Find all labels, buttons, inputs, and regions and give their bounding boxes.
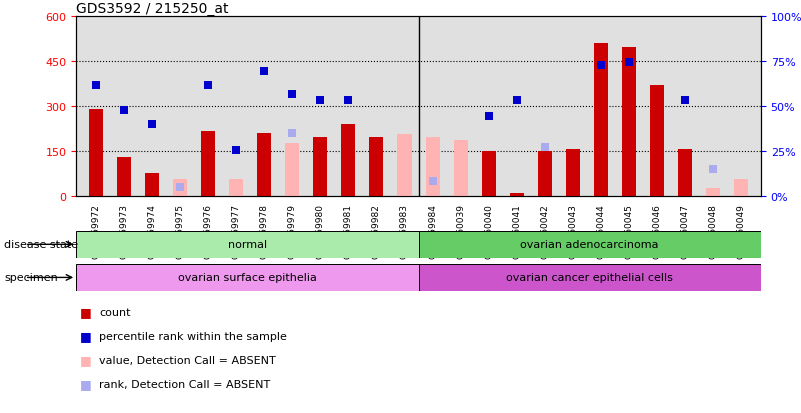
Text: ■: ■ (80, 305, 92, 318)
Text: count: count (99, 307, 131, 317)
Bar (418, 231, 761, 258)
Bar (285, 144, 300, 196)
Bar (425, 157, 440, 196)
Bar (678, 150, 692, 196)
Bar (537, 152, 552, 196)
Text: normal: normal (227, 240, 267, 250)
Bar (173, 180, 187, 196)
Bar (145, 174, 159, 196)
Bar (594, 43, 608, 196)
Bar (650, 85, 664, 196)
Bar (481, 152, 496, 196)
Bar (229, 180, 243, 196)
Bar (117, 157, 131, 196)
Bar (397, 135, 412, 196)
Text: ■: ■ (80, 353, 92, 366)
Text: ovarian surface epithelia: ovarian surface epithelia (178, 273, 316, 283)
Bar (735, 180, 748, 196)
Bar (453, 141, 468, 196)
Bar (706, 193, 720, 196)
Bar (453, 159, 468, 196)
Text: ■: ■ (80, 377, 92, 390)
Bar (173, 193, 187, 196)
Bar (418, 264, 761, 291)
Bar (425, 138, 440, 196)
Text: GDS3592 / 215250_at: GDS3592 / 215250_at (76, 2, 228, 16)
Bar (397, 152, 412, 196)
Text: percentile rank within the sample: percentile rank within the sample (99, 331, 288, 341)
Bar (369, 138, 384, 196)
Text: ■: ■ (80, 329, 92, 342)
Bar (229, 195, 243, 196)
Bar (201, 132, 215, 196)
Text: specimen: specimen (4, 273, 58, 282)
Bar (76, 264, 418, 291)
Bar (89, 109, 103, 196)
Bar (313, 138, 328, 196)
Bar (341, 124, 356, 196)
Bar (76, 231, 418, 258)
Bar (257, 133, 272, 196)
Bar (566, 150, 580, 196)
Text: ovarian adenocarcinoma: ovarian adenocarcinoma (521, 240, 659, 250)
Text: value, Detection Call = ABSENT: value, Detection Call = ABSENT (99, 355, 276, 365)
Bar (509, 193, 524, 196)
Text: ovarian cancer epithelial cells: ovarian cancer epithelial cells (506, 273, 673, 283)
Bar (706, 189, 720, 196)
Text: rank, Detection Call = ABSENT: rank, Detection Call = ABSENT (99, 379, 271, 389)
Bar (622, 48, 636, 196)
Text: disease state: disease state (4, 240, 78, 249)
